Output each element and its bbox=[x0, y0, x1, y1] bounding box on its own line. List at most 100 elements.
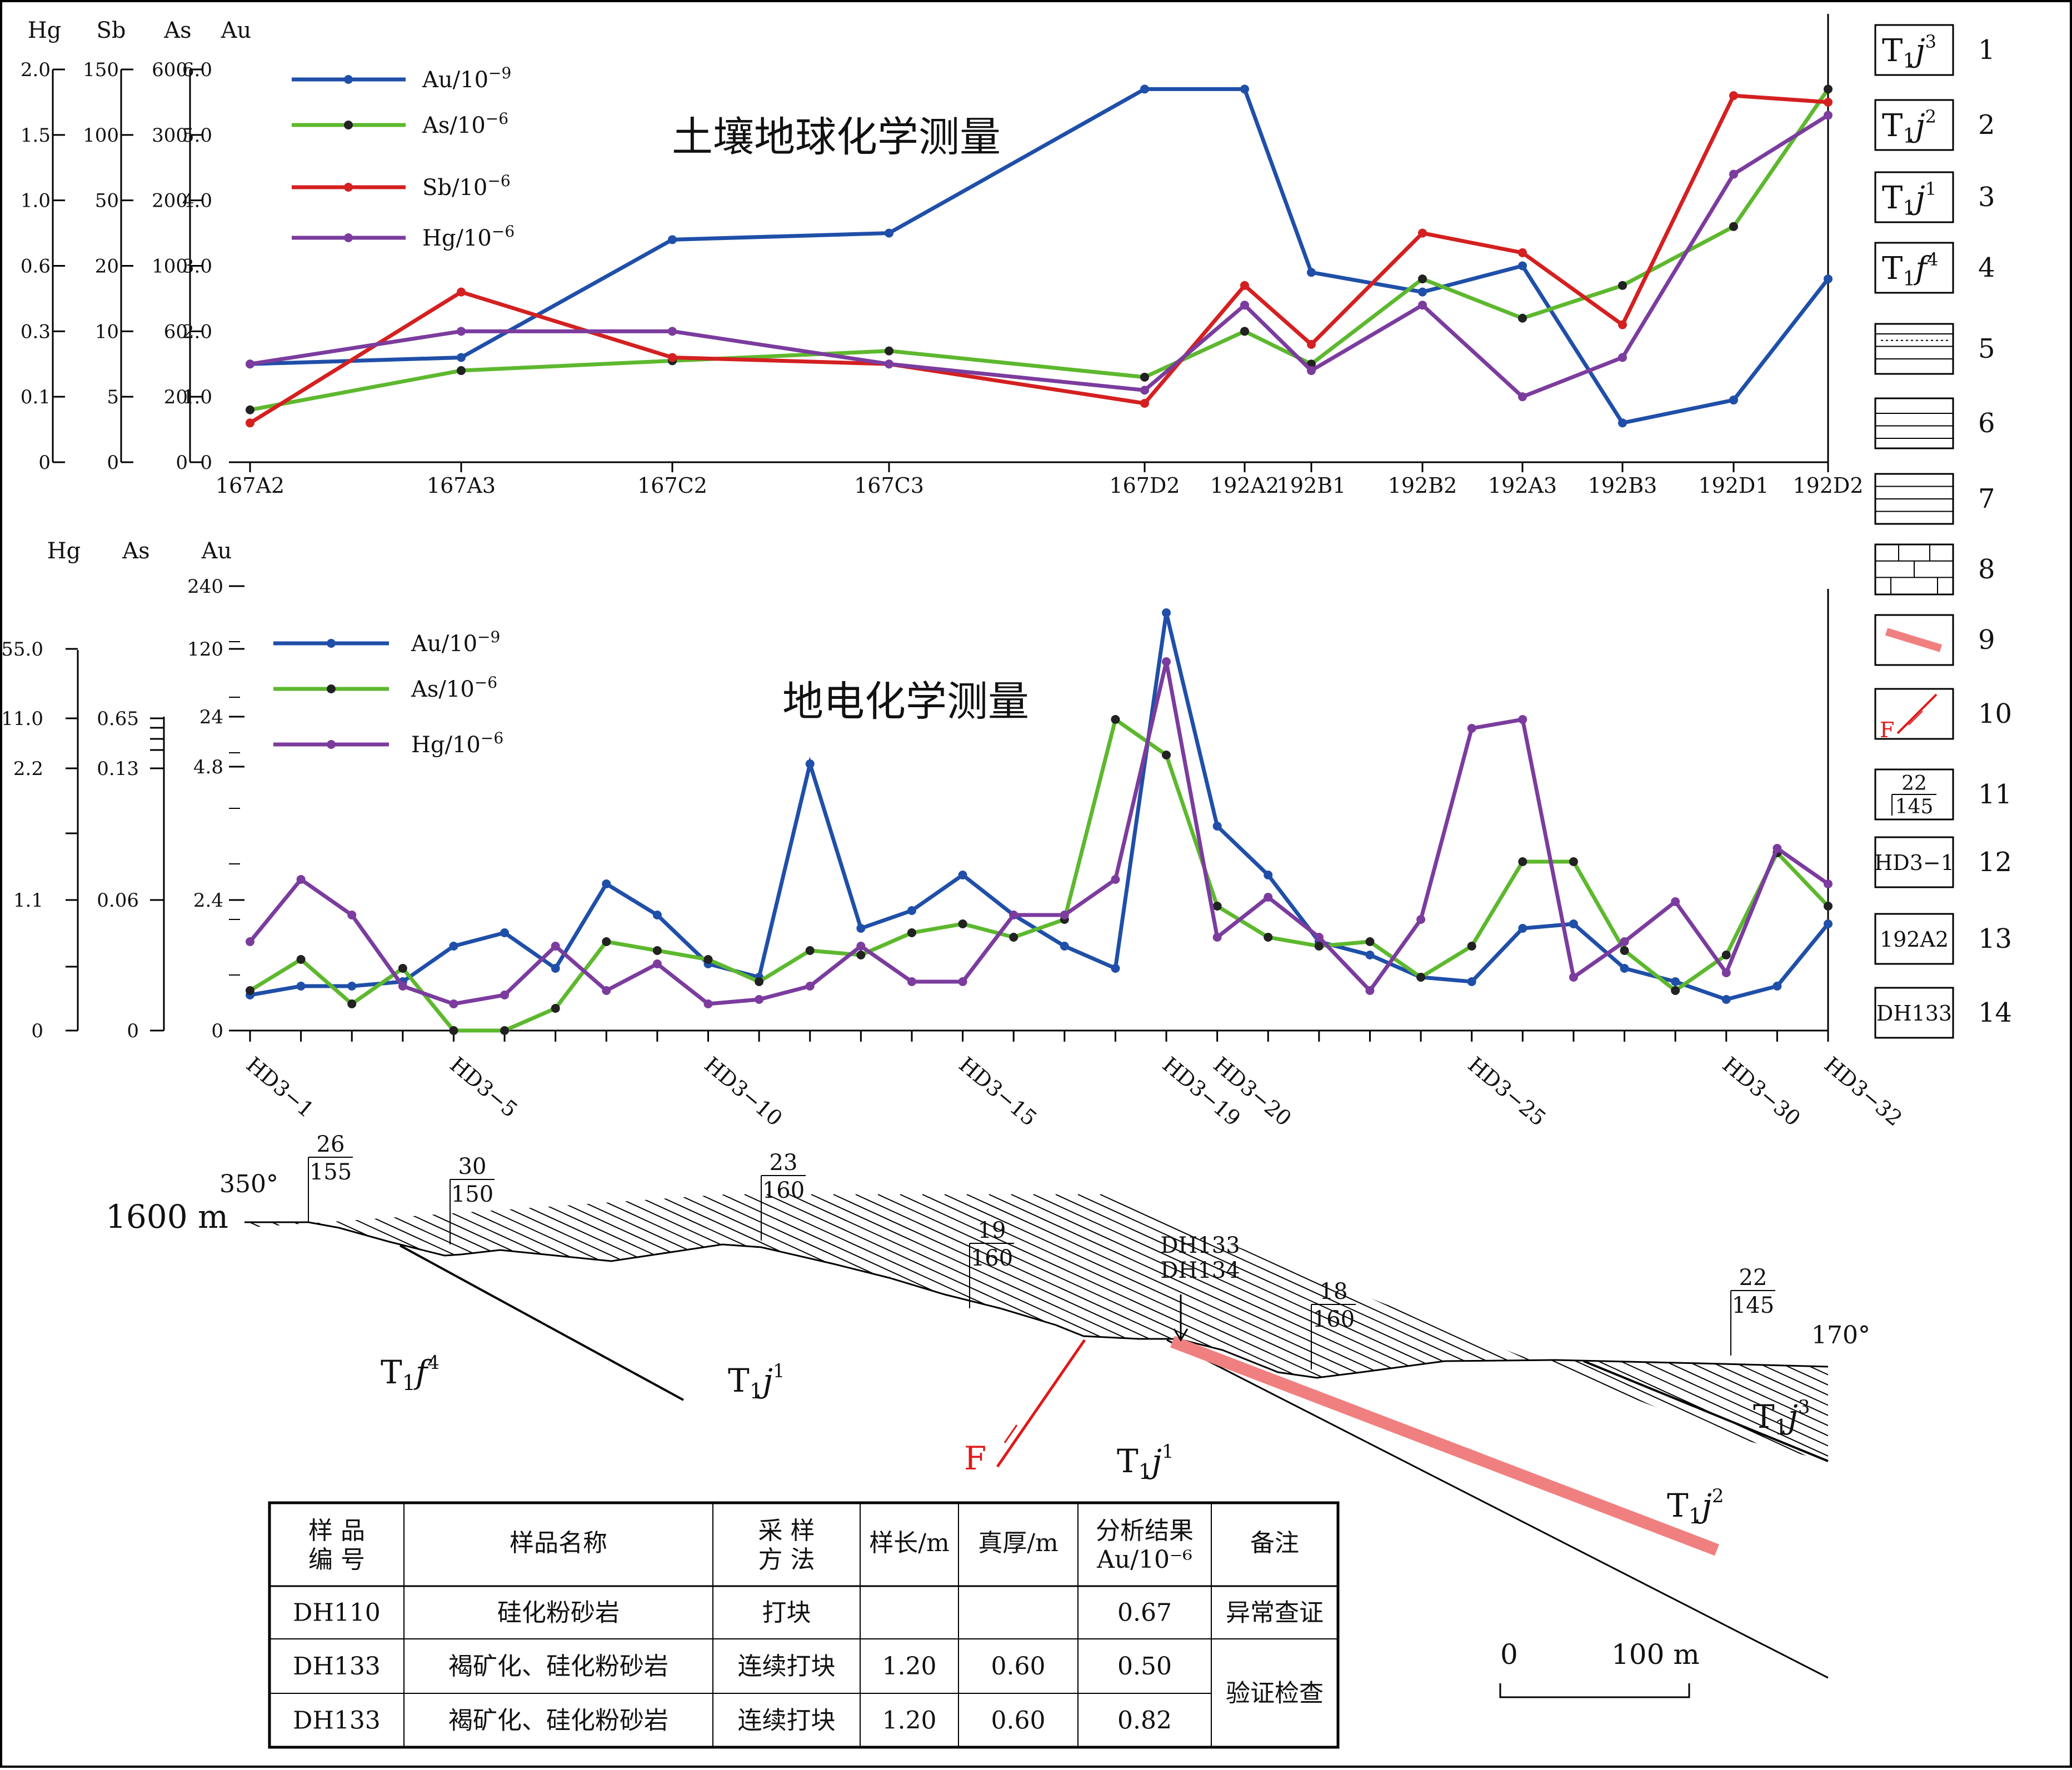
soil-axis-label: 2.0 bbox=[21, 59, 51, 81]
geo-data-point bbox=[551, 1004, 560, 1013]
orebody bbox=[1170, 1336, 1719, 1556]
soil-axis-label: 0 bbox=[38, 452, 51, 474]
soil-axis-label: 2.0 bbox=[182, 321, 212, 343]
soil-data-point bbox=[1140, 398, 1149, 408]
soil-data-point bbox=[246, 418, 254, 428]
map-legend: 1T1j32T1j23T1j14T1f45678910F112214512HD3… bbox=[1874, 24, 2012, 1039]
contact-j1-j2 bbox=[1166, 1339, 1829, 1679]
geo-data-point bbox=[347, 982, 357, 991]
legend-box bbox=[1874, 987, 1954, 1039]
soil-x-label: 192B3 bbox=[1588, 473, 1657, 498]
soil-series-line bbox=[249, 88, 1830, 412]
geo-data-point bbox=[1314, 942, 1324, 951]
geo-data-point bbox=[805, 946, 815, 955]
geo-data-point bbox=[500, 928, 510, 937]
geo-data-point bbox=[1671, 897, 1680, 906]
geo-data-point bbox=[551, 942, 560, 951]
soil-x-label: 167A2 bbox=[216, 473, 284, 498]
soil-axis-label: 20 bbox=[164, 386, 188, 408]
legend-box bbox=[1874, 913, 1954, 965]
geo-series bbox=[246, 608, 1833, 1035]
geo-data-point bbox=[296, 955, 306, 964]
soil-x-label: 192D1 bbox=[1698, 473, 1769, 498]
soil-axis-label: 1.0 bbox=[182, 386, 212, 408]
soil-axis-header: Au bbox=[221, 18, 252, 43]
soil-x-label: 192B1 bbox=[1277, 473, 1346, 498]
soil-axis-label: 0 bbox=[200, 452, 212, 474]
attitude-azimuth: 155 bbox=[309, 1159, 352, 1185]
geo-data-point bbox=[907, 928, 916, 937]
soil-axis-label: 5 bbox=[107, 386, 119, 408]
scale-zero: 0 bbox=[1500, 1638, 1518, 1671]
geo-data-point bbox=[1365, 986, 1375, 995]
legend-number: 8 bbox=[1978, 554, 1995, 585]
geo-data-point bbox=[1212, 933, 1222, 942]
strata-line bbox=[922, 1194, 1701, 1461]
geo-data-point bbox=[1773, 982, 1782, 991]
geo-data-point bbox=[958, 977, 967, 986]
legend-number: 14 bbox=[1978, 997, 2012, 1028]
geo-data-point bbox=[1569, 973, 1578, 982]
soil-axis-label: 0.6 bbox=[21, 256, 51, 278]
soil-data-point bbox=[1240, 281, 1249, 290]
geo-legend-label: As/10−6 bbox=[411, 673, 497, 702]
soil-axis-label: 10 bbox=[95, 321, 119, 343]
legend-number: 10 bbox=[1978, 698, 2012, 729]
geo-data-point bbox=[500, 1026, 510, 1035]
geo-data-point bbox=[1518, 924, 1527, 933]
geo-data-point bbox=[1264, 893, 1273, 902]
geo-data-point bbox=[1467, 942, 1476, 951]
table-header-cell: 分析结果 bbox=[1096, 1517, 1194, 1545]
geo-data-point bbox=[805, 759, 815, 768]
geo-y-axes: Hg As Au 240 120 24 4.8 2.4 0 55.0 11.0 2.2 1.1 0 0.65… bbox=[1, 538, 244, 1042]
soil-axis-label: 600 bbox=[152, 59, 188, 81]
table-cell: DH133 bbox=[293, 1652, 381, 1681]
geo-data-point bbox=[1212, 822, 1222, 831]
geo-axis-label: 0 bbox=[127, 1020, 139, 1042]
geo-data-point bbox=[856, 924, 866, 933]
legend-number: 13 bbox=[1978, 923, 2012, 954]
table-cell: 0.60 bbox=[991, 1652, 1046, 1681]
geo-data-point bbox=[1467, 724, 1476, 733]
legend-orebody bbox=[1885, 628, 1943, 652]
attitude-azimuth: 160 bbox=[762, 1178, 805, 1203]
table-cell: DH110 bbox=[293, 1599, 381, 1627]
soil-data-point bbox=[1824, 274, 1833, 284]
soil-axis-label: 100 bbox=[152, 256, 188, 278]
soil-data-point bbox=[457, 366, 466, 376]
geo-data-point bbox=[1111, 964, 1120, 973]
soil-data-point bbox=[1518, 392, 1527, 402]
geo-data-point bbox=[602, 879, 611, 888]
attitude-dip: 19 bbox=[978, 1218, 1006, 1243]
geo-series-line bbox=[248, 661, 1830, 1006]
table-cell: 褐矿化、硅化粉砂岩 bbox=[448, 1707, 668, 1735]
soil-data-point bbox=[885, 228, 893, 238]
geo-axis-label: 4.8 bbox=[193, 756, 223, 778]
geo-data-point bbox=[1620, 937, 1629, 946]
soil-data-point bbox=[457, 287, 466, 297]
geo-data-point bbox=[958, 919, 967, 928]
geo-title: 地电化学测量 bbox=[782, 678, 1029, 726]
geo-data-point bbox=[1773, 844, 1782, 853]
soil-legend: Au/10−9As/10−6Sb/10−6Hg/10−6 bbox=[292, 64, 515, 251]
geo-axis-label: 24 bbox=[199, 706, 223, 728]
geo-data-point bbox=[296, 875, 306, 884]
legend-box bbox=[1874, 836, 1954, 888]
geo-data-point bbox=[1060, 942, 1069, 951]
legend-number: 11 bbox=[1978, 779, 2012, 810]
geo-data-point bbox=[1721, 951, 1731, 959]
soil-series-line bbox=[249, 93, 1829, 425]
soil-axis-header: Sb bbox=[96, 18, 126, 43]
geo-data-point bbox=[347, 999, 357, 1008]
table-cell: 0.67 bbox=[1117, 1599, 1172, 1627]
soil-title: 土壤地球化学测量 bbox=[672, 113, 1001, 161]
geo-legend-marker bbox=[327, 684, 336, 693]
fault-arrow-2 bbox=[1010, 1427, 1025, 1446]
geo-data-point bbox=[755, 977, 764, 986]
legend-number: 1 bbox=[1978, 34, 1995, 66]
soil-data-point bbox=[1307, 366, 1316, 376]
soil-legend-marker bbox=[344, 121, 353, 129]
soil-x-label: 192B2 bbox=[1388, 473, 1457, 498]
